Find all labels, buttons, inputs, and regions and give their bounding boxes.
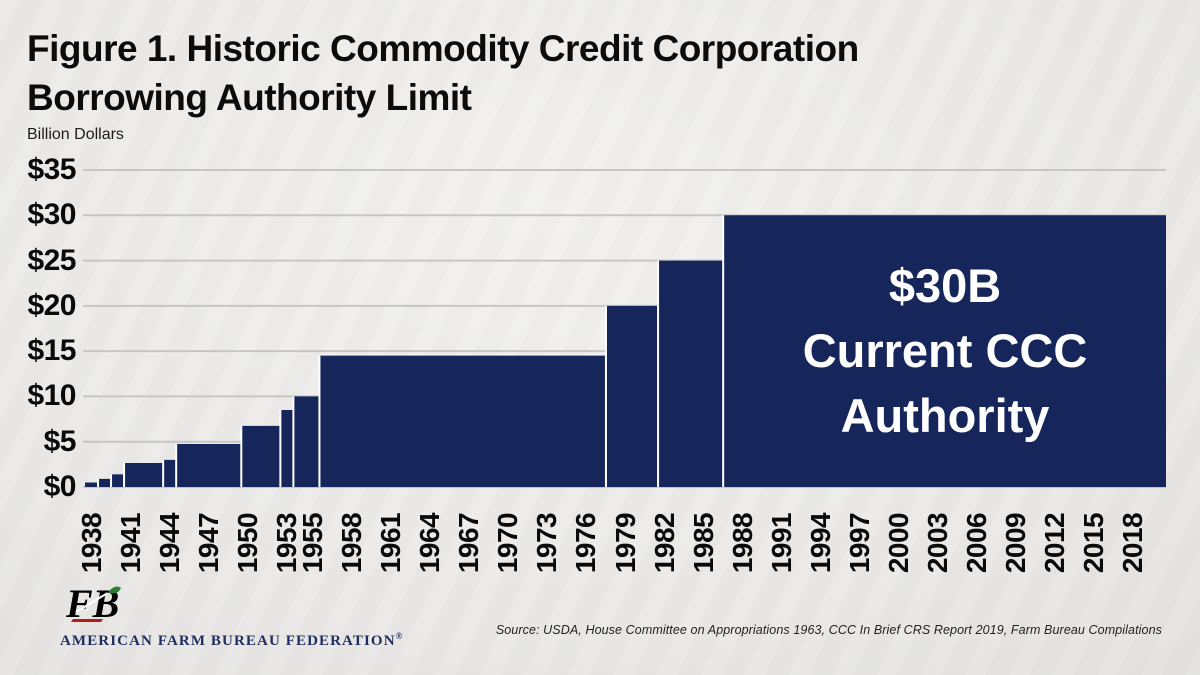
afbf-logo: FB AMERICAN FARM BUREAU FEDERATION®: [60, 584, 403, 650]
x-tick-label: 2009: [1000, 512, 1032, 574]
chart-annotation: $30B Current CCC Authority: [733, 253, 1157, 448]
x-tick-label: 1985: [687, 512, 719, 574]
authority-area: [85, 215, 1166, 488]
x-tick-label: 1950: [231, 512, 263, 574]
x-tick-label: 2018: [1117, 512, 1149, 574]
source-note: Source: USDA, House Committee on Appropr…: [495, 623, 1162, 637]
y-tick-label: $35: [27, 153, 76, 186]
x-tick-label: 2006: [961, 512, 993, 574]
x-tick-label: 1955: [296, 512, 328, 574]
y-axis-unit-label: Billion Dollars: [27, 126, 124, 143]
x-tick-label: 1979: [609, 512, 641, 574]
afbf-wordmark-text: AMERICAN FARM BUREAU FEDERATION: [60, 633, 396, 649]
y-tick-label: $30: [27, 198, 76, 232]
x-tick-label: 1991: [765, 512, 797, 574]
x-tick-label: 2000: [883, 512, 914, 574]
annotation-line-1: $30B: [888, 259, 1002, 312]
x-tick-label: 2003: [922, 512, 954, 574]
afbf-logo-mark: FB: [66, 584, 121, 626]
annotation-line-3: Authority: [840, 389, 1050, 442]
x-tick-label: 1970: [492, 512, 524, 574]
figure-title-line1: Figure 1. Historic Commodity Credit Corp…: [27, 28, 859, 69]
x-tick-label: 1944: [153, 512, 185, 574]
x-tick-label: 1967: [453, 512, 485, 574]
x-tick-label: 1982: [648, 512, 680, 574]
figure-title-line2: Borrowing Authority Limit: [27, 77, 472, 118]
y-tick-label: $20: [27, 288, 76, 322]
x-tick-label: 1938: [75, 512, 107, 574]
x-tick-label: 1973: [531, 512, 563, 574]
leaf-icon: [109, 586, 121, 594]
annotation-line-2: Current CCC: [802, 324, 1088, 377]
y-tick-label: $15: [27, 334, 76, 368]
figure-title: Figure 1. Historic Commodity Credit Corp…: [27, 24, 859, 122]
y-tick-label: $10: [27, 379, 76, 413]
y-tick-label: $25: [27, 243, 76, 277]
y-tick-label: $5: [43, 424, 77, 458]
y-tick-label: $0: [43, 470, 77, 503]
x-tick-label: 2015: [1078, 512, 1110, 574]
x-tick-label: 1964: [414, 512, 446, 574]
x-tick-label: 1976: [570, 512, 602, 574]
x-tick-label: 1994: [804, 512, 836, 574]
x-tick-label: 1997: [843, 512, 875, 574]
x-tick-label: 1958: [335, 512, 367, 574]
x-tick-label: 1947: [192, 512, 224, 574]
x-tick-label: 1941: [114, 512, 146, 574]
registered-mark: ®: [395, 631, 404, 641]
x-tick-label: 1961: [375, 512, 407, 574]
afbf-wordmark: AMERICAN FARM BUREAU FEDERATION®: [60, 631, 403, 650]
separators-group: [97, 215, 725, 487]
x-tick-label: 1988: [726, 512, 758, 574]
x-tick-label: 2012: [1039, 512, 1071, 574]
